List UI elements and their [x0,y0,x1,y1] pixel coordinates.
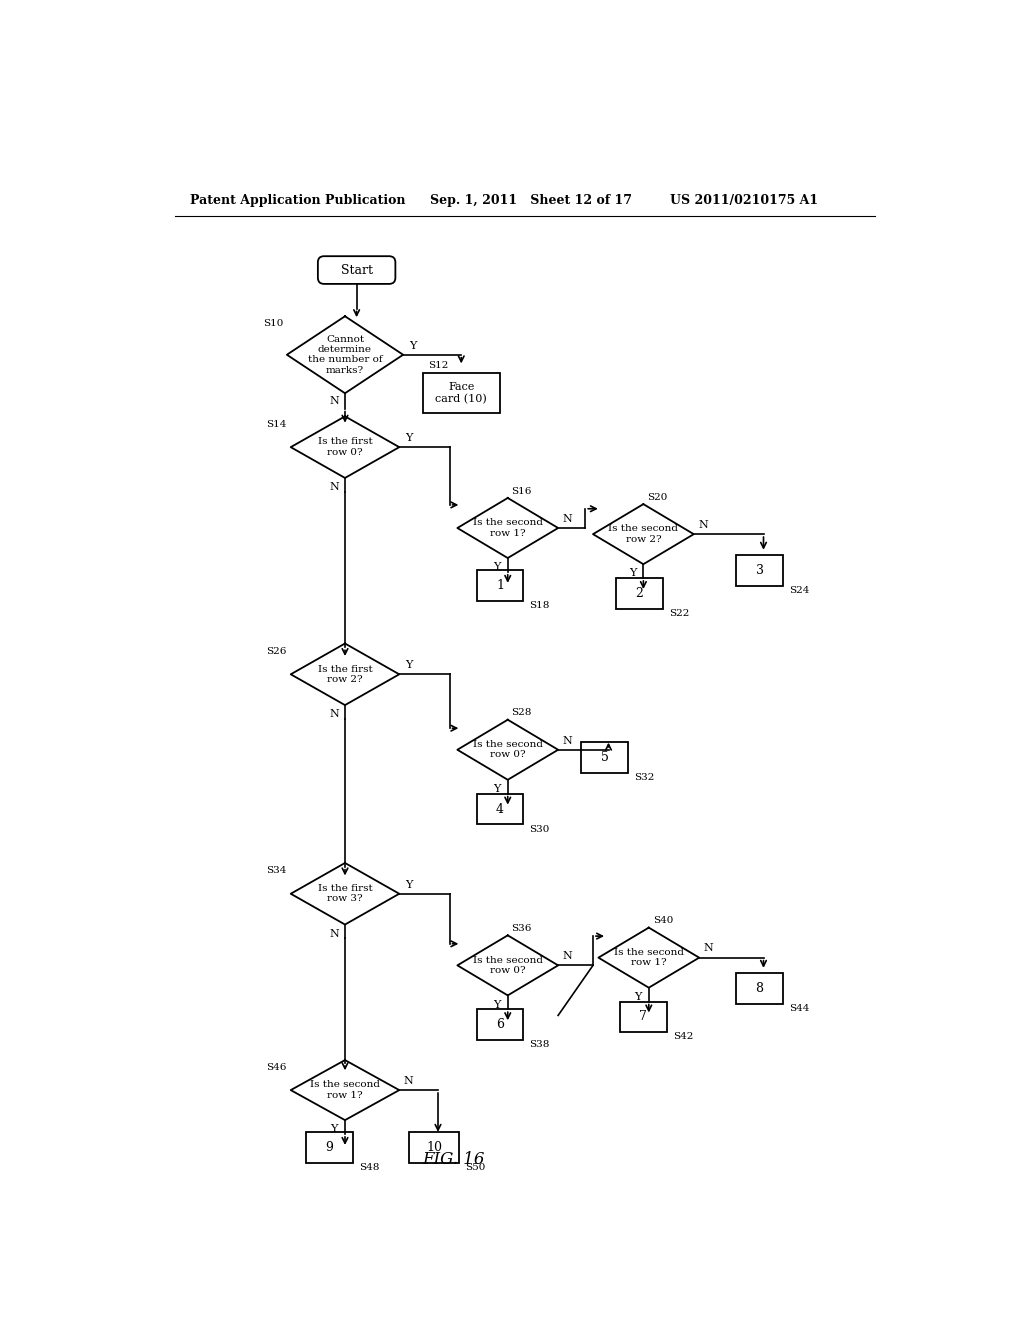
Bar [736,554,783,586]
Text: Sep. 1, 2011   Sheet 12 of 17: Sep. 1, 2011 Sheet 12 of 17 [430,194,632,207]
Text: N: N [330,709,339,719]
Text: S18: S18 [529,602,550,610]
Text: S24: S24 [790,586,809,595]
Bar [423,374,500,413]
Text: Start: Start [341,264,373,277]
Text: S36: S36 [512,924,532,933]
Text: Is the second
row 1?: Is the second row 1? [310,1080,380,1100]
Text: Y: Y [634,991,642,1002]
Text: Is the first
row 0?: Is the first row 0? [317,437,373,457]
Text: S20: S20 [647,492,668,502]
Text: S16: S16 [512,487,532,495]
Text: Is the second
row 0?: Is the second row 0? [473,956,543,975]
Text: Y: Y [494,999,501,1010]
Bar [306,1133,352,1163]
Text: S48: S48 [359,1163,379,1172]
Text: Y: Y [409,341,416,351]
Text: S12: S12 [428,362,449,370]
Text: Y: Y [629,569,636,578]
Text: 6: 6 [496,1018,504,1031]
Text: 1: 1 [496,579,504,593]
Text: S44: S44 [790,1005,809,1012]
Text: S30: S30 [529,825,550,833]
Text: N: N [330,929,339,939]
Text: 4: 4 [496,803,504,816]
Text: S26: S26 [266,647,287,656]
Text: S32: S32 [634,774,654,781]
Text: S42: S42 [673,1032,693,1041]
Text: 8: 8 [756,982,764,995]
Bar [477,1010,523,1040]
Text: Y: Y [404,879,413,890]
Text: Is the second
row 2?: Is the second row 2? [608,524,678,544]
Text: S38: S38 [529,1040,550,1049]
Text: S22: S22 [669,609,689,618]
Text: Face
card (10): Face card (10) [435,383,487,404]
Text: Is the second
row 0?: Is the second row 0? [473,741,543,759]
Text: FIG. 16: FIG. 16 [422,1151,484,1168]
Bar [616,578,663,609]
Text: Y: Y [404,433,413,444]
Text: Y: Y [494,784,501,795]
Text: Is the first
row 2?: Is the first row 2? [317,664,373,684]
Text: N: N [562,513,572,524]
Text: N: N [703,944,714,953]
Text: N: N [562,735,572,746]
Text: 10: 10 [426,1142,442,1155]
Text: 2: 2 [636,587,643,601]
Text: N: N [330,396,339,407]
Text: N: N [562,952,572,961]
Text: Is the first
row 3?: Is the first row 3? [317,884,373,903]
Text: 5: 5 [601,751,608,764]
Text: US 2011/0210175 A1: US 2011/0210175 A1 [671,194,818,207]
Text: Y: Y [404,660,413,671]
Text: S34: S34 [266,866,287,875]
Bar [477,570,523,601]
Text: Patent Application Publication: Patent Application Publication [190,194,406,207]
Bar [621,1002,667,1032]
Text: S28: S28 [512,709,532,717]
Bar [477,793,523,825]
Text: N: N [698,520,708,529]
Text: 3: 3 [756,564,764,577]
Text: S50: S50 [465,1163,485,1172]
Text: Cannot
determine
the number of
marks?: Cannot determine the number of marks? [307,335,382,375]
Text: Y: Y [494,562,501,573]
Text: S40: S40 [652,916,673,925]
Text: 9: 9 [326,1142,334,1155]
Text: Is the second
row 1?: Is the second row 1? [613,948,684,968]
Text: S14: S14 [266,420,287,429]
Text: S10: S10 [262,319,283,329]
Text: Is the second
row 1?: Is the second row 1? [473,519,543,537]
Text: S46: S46 [266,1063,287,1072]
Bar [582,742,628,774]
Text: N: N [403,1076,414,1086]
Text: 7: 7 [639,1010,647,1023]
Bar [736,973,783,1003]
Text: Y: Y [331,1125,338,1134]
Text: N: N [330,482,339,492]
Bar [409,1133,460,1163]
